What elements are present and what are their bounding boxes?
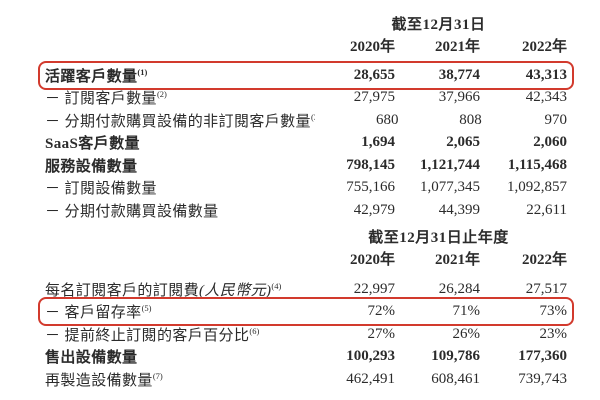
table-row: － 分期付款購買設備的非訂閱客戶數量(3) 680 808 970 (0, 109, 600, 132)
value-cell: 680 (376, 111, 399, 128)
table-row: 服務設備數量 798,145 1,121,744 1,115,468 (0, 154, 600, 177)
value-cell: 177,360 (518, 348, 567, 365)
year-column-header: 2021年 (434, 252, 480, 268)
value-cell: 2,060 (533, 134, 567, 151)
row-label-text: － 提前終止訂閱的客戶百分比 (45, 327, 250, 344)
value-cell: 1,694 (361, 134, 395, 151)
value-cell: 27% (367, 325, 396, 342)
row-label: SaaS客戶數量 (45, 132, 310, 153)
year-column-header: 2022年 (521, 252, 567, 268)
customer-metrics-table: 截至12月31日 2020年 2021年 2022年活躍客戶數量(1) 28,655 38… (0, 12, 600, 222)
row-label-italic: (人民幣元) (199, 282, 272, 299)
row-label: 活躍客戶數量(1) (45, 65, 310, 86)
year-column-header: 2022年 (521, 38, 567, 55)
value-cell: 2,065 (446, 134, 480, 151)
footnote-marker: (6) (249, 325, 260, 336)
row-label-text: 再製造設備數量 (45, 372, 153, 389)
table-row: 活躍客戶數量(1) 28,655 38,774 43,313 (0, 60, 600, 90)
table-row: － 提前終止訂閱的客戶百分比(6) 27% 26% 23% (0, 323, 600, 346)
table-row: － 訂閱客戶數量(2) 27,975 37,966 42,343 (0, 87, 600, 110)
row-label: 售出設備數量 (45, 346, 310, 367)
row-label: 服務設備數量 (45, 155, 310, 176)
value-cell: 38,774 (438, 66, 480, 83)
period-header-row: 截至12月31日止年度 (0, 226, 600, 248)
footnote-marker: (4) (271, 280, 282, 291)
row-label-text: － 客戶留存率 (45, 305, 142, 322)
value-cell: 100,293 (346, 348, 395, 365)
value-cell: 755,166 (346, 179, 395, 196)
value-cell: 28,655 (353, 66, 395, 83)
row-label-text: 每名訂閱客戶的訂閱費 (45, 282, 200, 299)
footnote-marker: (7) (152, 370, 163, 381)
value-cell: 44,399 (438, 201, 480, 218)
footnote-marker: (2) (156, 89, 167, 100)
row-label: － 訂閱客戶數量(2) (45, 87, 310, 108)
value-cell: 608,461 (431, 370, 480, 387)
table-row: 再製造設備數量(7) 462,491 608,461 739,743 (0, 368, 600, 391)
row-label: － 分期付款購買設備數量 (45, 200, 310, 221)
row-label-text: － 訂閱設備數量 (45, 181, 157, 198)
value-cell: 22,997 (353, 280, 395, 297)
table-row: － 訂閱設備數量 755,166 1,077,345 1,092,857 (0, 177, 600, 200)
row-label-text: － 分期付款購買設備數量 (45, 203, 219, 220)
value-cell: 37,966 (438, 89, 480, 106)
footnote-marker: (3) (310, 111, 315, 122)
value-cell: 739,743 (518, 370, 567, 387)
value-cell: 462,491 (346, 370, 395, 387)
value-cell: 1,092,857 (507, 179, 567, 196)
value-cell: 26,284 (438, 280, 480, 297)
value-cell: 42,979 (353, 201, 395, 218)
table-row: － 客戶留存率(5) 72% 71% 73% (0, 297, 600, 326)
value-cell: 72% (367, 303, 396, 320)
value-cell: 798,145 (346, 156, 395, 173)
value-cell: 109,786 (431, 348, 480, 365)
value-cell: 42,343 (525, 89, 567, 106)
value-cell: 970 (544, 111, 568, 128)
table-row: 售出設備數量 100,293 109,786 177,360 (0, 346, 600, 369)
year-column-header: 2021年 (434, 38, 480, 55)
table-row: SaaS客戶數量 1,694 2,065 2,060 (0, 132, 600, 155)
value-cell: 1,115,468 (507, 156, 567, 173)
footnote-marker: (1) (137, 66, 148, 77)
row-label: 每名訂閱客戶的訂閱費(人民幣元)(4) (45, 279, 310, 300)
value-cell: 26% (452, 325, 481, 342)
row-label: 再製造設備數量(7) (45, 369, 310, 390)
value-cell: 1,077,345 (420, 179, 480, 196)
row-label-text: － 訂閱客戶數量 (45, 91, 157, 108)
value-cell: 22,611 (526, 201, 567, 218)
table-rows: 活躍客戶數量(1) 28,655 38,774 43,313 － 訂閱客戶數量(2) 27… (0, 60, 600, 222)
value-cell: 73% (539, 303, 568, 320)
value-cell: 43,313 (525, 66, 567, 83)
period-header: 截至12月31日 (391, 16, 486, 33)
row-label-text: 活躍客戶數量 (45, 68, 138, 85)
period-header-row: 截至12月31日 (0, 12, 600, 34)
row-label: － 客戶留存率(5) (45, 301, 310, 322)
value-cell: 1,121,744 (420, 156, 480, 173)
value-cell: 71% (452, 303, 481, 320)
row-label-text: SaaS客戶數量 (45, 136, 140, 153)
row-label: － 提前終止訂閱的客戶百分比(6) (45, 324, 310, 345)
value-cell: 23% (539, 325, 568, 342)
value-cell: 808 (459, 111, 482, 128)
value-cell: 27,517 (525, 280, 567, 297)
footnote-marker: (5) (141, 303, 152, 314)
row-label: － 訂閱設備數量 (45, 177, 310, 198)
table-rows: 每名訂閱客戶的訂閱費(人民幣元)(4) 22,997 26,284 27,517 － 客… (0, 278, 600, 391)
period-header: 截至12月31日止年度 (368, 230, 509, 246)
table-row: － 分期付款購買設備數量 42,979 44,399 22,611 (0, 199, 600, 222)
value-cell: 27,975 (353, 89, 395, 106)
year-header-row: 2020年 2021年 2022年 (0, 248, 600, 270)
year-header-row: 2020年 2021年 2022年 (0, 34, 600, 56)
year-column-header: 2020年 (349, 252, 395, 268)
table-row: 每名訂閱客戶的訂閱費(人民幣元)(4) 22,997 26,284 27,517 (0, 278, 600, 301)
year-column-header: 2020年 (349, 38, 395, 55)
row-label-text: 售出設備數量 (45, 350, 138, 367)
row-label-text: － 分期付款購買設備的非訂閱客戶數量 (45, 113, 311, 130)
subscription-metrics-table: 截至12月31日止年度 2020年 2021年 2022年每名訂閱客戶的訂閱費(人民幣… (0, 226, 600, 391)
row-label: － 分期付款購買設備的非訂閱客戶數量(3) (45, 110, 315, 131)
row-label-text: 服務設備數量 (45, 158, 138, 175)
